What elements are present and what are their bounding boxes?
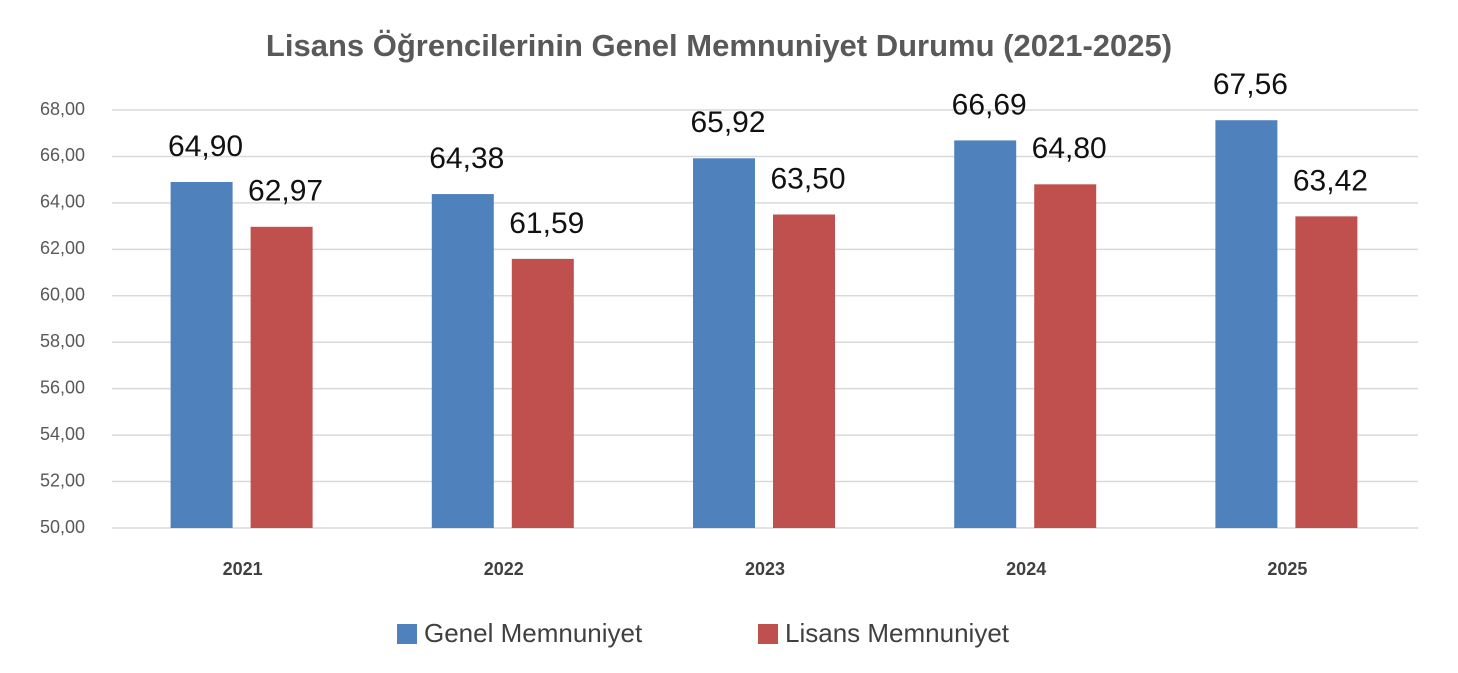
value-label: 62,97 xyxy=(248,175,323,208)
bar xyxy=(773,214,835,528)
value-label: 64,90 xyxy=(168,130,243,163)
value-label: 63,50 xyxy=(770,162,845,195)
y-tick-label: 58,00 xyxy=(40,331,85,351)
value-label: 64,38 xyxy=(429,142,504,175)
bar xyxy=(1295,216,1358,528)
bar xyxy=(431,194,494,528)
value-label: 67,56 xyxy=(1213,68,1288,101)
y-tick-label: 54,00 xyxy=(40,424,85,444)
x-tick-label: 2025 xyxy=(1267,559,1307,579)
bar xyxy=(250,226,313,528)
bar xyxy=(511,258,574,528)
y-tick-label: 56,00 xyxy=(40,377,85,397)
x-tick-label: 2023 xyxy=(745,559,785,579)
bar xyxy=(170,181,233,528)
x-tick-label: 2024 xyxy=(1006,559,1046,579)
bar xyxy=(1034,184,1097,529)
chart-title: Lisans Öğrencilerinin Genel Memnuniyet D… xyxy=(266,28,1172,63)
y-tick-label: 66,00 xyxy=(40,145,85,165)
y-tick-label: 64,00 xyxy=(40,192,85,212)
y-tick-label: 52,00 xyxy=(40,470,85,490)
bar xyxy=(1215,120,1278,529)
x-tick-label: 2021 xyxy=(223,559,263,579)
bar xyxy=(693,158,755,528)
value-label: 66,69 xyxy=(952,88,1027,121)
value-label: 65,92 xyxy=(690,106,765,139)
y-tick-label: 68,00 xyxy=(40,99,85,119)
y-tick-label: 62,00 xyxy=(40,238,85,258)
value-label: 61,59 xyxy=(509,207,584,240)
value-label: 64,80 xyxy=(1032,132,1107,165)
bar xyxy=(954,140,1017,528)
y-tick-label: 50,00 xyxy=(40,517,85,537)
y-tick-label: 60,00 xyxy=(40,285,85,305)
x-tick-label: 2022 xyxy=(484,559,524,579)
legend-swatch xyxy=(397,624,417,644)
value-label: 63,42 xyxy=(1293,164,1368,197)
legend-swatch xyxy=(758,624,778,644)
legend-label: Lisans Memnuniyet xyxy=(785,618,1010,648)
legend-label: Genel Memnuniyet xyxy=(424,618,643,648)
